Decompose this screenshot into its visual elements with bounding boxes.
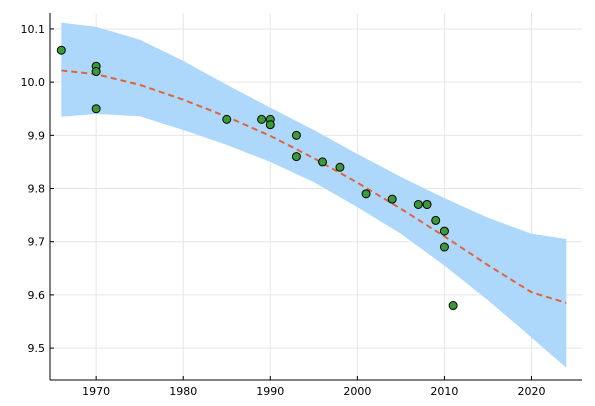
data-point (439, 226, 449, 236)
data-point (56, 45, 66, 55)
axes-layer (49, 13, 582, 381)
data-point (318, 157, 328, 167)
x-tick-label: 2020 (518, 385, 546, 398)
y-tick-label: 10.1 (21, 23, 46, 36)
data-point (91, 104, 101, 114)
y-tick-label: 9.5 (28, 342, 46, 355)
x-tick-label: 2000 (343, 385, 371, 398)
y-tick-label: 9.9 (28, 129, 46, 142)
data-point (265, 120, 275, 130)
data-point (361, 189, 371, 199)
points-layer (56, 45, 458, 311)
x-tick-label: 1990 (256, 385, 284, 398)
y-tick-label: 9.6 (28, 289, 46, 302)
fit-line-layer (61, 69, 567, 304)
fit-line (61, 69, 567, 304)
data-point (439, 242, 449, 252)
x-tick-label: 2010 (430, 385, 458, 398)
data-point (387, 194, 397, 204)
data-point (291, 130, 301, 140)
data-point (422, 199, 432, 209)
y-tick-labels: 9.5 9.6 9.7 9.8 9.9 10.0 10.1 (21, 23, 46, 355)
x-tick-labels: 1970 1980 1990 2000 2010 2020 (82, 385, 545, 398)
data-point (431, 215, 441, 225)
x-tick-label: 1980 (169, 385, 197, 398)
data-point (257, 114, 267, 124)
data-point (335, 162, 345, 172)
data-point (222, 114, 232, 124)
data-point (448, 301, 458, 311)
data-point (91, 67, 101, 77)
confidence-band (61, 22, 567, 368)
y-tick-label: 10.0 (21, 76, 46, 89)
y-tick-label: 9.7 (28, 236, 46, 249)
y-tick-label: 9.8 (28, 183, 46, 196)
x-tick-label: 1970 (82, 385, 110, 398)
data-point (291, 152, 301, 162)
data-point (413, 199, 423, 209)
confidence-band-layer (61, 22, 567, 368)
